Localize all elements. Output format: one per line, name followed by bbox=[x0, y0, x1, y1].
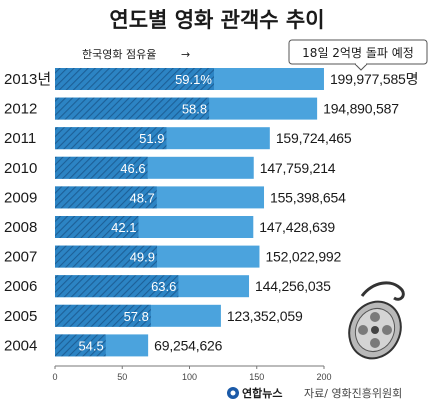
korean-share-label: 42.1 bbox=[111, 220, 136, 235]
audience-value-label: 69,254,626 bbox=[154, 337, 222, 353]
callout: 18일 2억명 돌파 예정 bbox=[288, 39, 428, 71]
brand-name: 연합뉴스 bbox=[242, 386, 282, 400]
year-label: 2011 bbox=[4, 130, 36, 147]
korean-share-label: 48.7 bbox=[129, 190, 154, 205]
audience-value-label: 199,977,585명 bbox=[330, 71, 418, 87]
chart-title: 연도별 영화 관객수 추이 bbox=[109, 8, 324, 32]
audience-value-label: 144,256,035 bbox=[255, 278, 331, 294]
korean-share-label: 46.6 bbox=[120, 161, 145, 176]
audience-value-label: 159,724,465 bbox=[276, 130, 352, 146]
audience-value-label: 194,890,587 bbox=[323, 101, 399, 117]
x-tick-label: 150 bbox=[249, 372, 264, 382]
legend-arrow-glyph: → bbox=[181, 48, 190, 61]
korean-share-label: 58.8 bbox=[182, 102, 207, 117]
bars: 2013년 59.1% 199,977,585명 2012 58.8 194,890,58… bbox=[4, 68, 419, 357]
year-label: 2012 bbox=[4, 101, 37, 118]
x-tick-label: 50 bbox=[117, 372, 127, 382]
audience-value-label: 147,428,639 bbox=[259, 219, 335, 235]
callout-text: 18일 2억명 돌파 예정 bbox=[302, 46, 414, 60]
x-tick-label: 0 bbox=[52, 372, 57, 382]
korean-share-label: 63.6 bbox=[151, 279, 176, 294]
korean-share-bar bbox=[55, 245, 158, 268]
korean-share-bar bbox=[55, 156, 148, 179]
brand-logo bbox=[227, 387, 239, 399]
audience-value-label: 152,022,992 bbox=[265, 249, 341, 265]
korean-share-label: 54.5 bbox=[78, 338, 103, 353]
x-axis: 0 50 100 150 200 bbox=[52, 365, 332, 382]
audience-value-label: 147,759,214 bbox=[260, 160, 336, 176]
year-label: 2005 bbox=[4, 308, 37, 325]
korean-share-label: 57.8 bbox=[124, 309, 149, 324]
year-label: 2007 bbox=[4, 249, 37, 266]
korean-share-bar bbox=[55, 97, 210, 120]
audience-value-label: 123,352,059 bbox=[227, 308, 303, 324]
korean-share-bar bbox=[55, 68, 214, 90]
source-text: 자료/ 영화진흥위원회 bbox=[304, 386, 402, 400]
year-label: 2006 bbox=[4, 278, 37, 295]
year-label: 2010 bbox=[4, 160, 37, 177]
korean-share-label: 51.9 bbox=[139, 131, 164, 146]
korean-share-label: 49.9 bbox=[130, 250, 155, 265]
x-tick-label: 200 bbox=[316, 372, 331, 382]
audience-value-label: 155,398,654 bbox=[270, 189, 346, 205]
year-label: 2013년 bbox=[4, 71, 51, 88]
korean-share-bar bbox=[55, 216, 139, 238]
year-label: 2004 bbox=[4, 337, 37, 354]
film-reel-icon bbox=[348, 281, 405, 360]
x-tick-label: 100 bbox=[182, 372, 197, 382]
year-label: 2008 bbox=[4, 219, 37, 236]
korean-share-bar bbox=[55, 304, 151, 327]
year-label: 2009 bbox=[4, 189, 37, 206]
korean-share-bar bbox=[55, 186, 157, 209]
korean-share-bar bbox=[55, 275, 179, 298]
korean-share-label: 59.1% bbox=[175, 72, 212, 87]
korean-share-bar bbox=[55, 127, 167, 150]
korean-share-bar bbox=[55, 334, 106, 357]
legend-label: 한국영화 점유율 bbox=[82, 48, 156, 61]
